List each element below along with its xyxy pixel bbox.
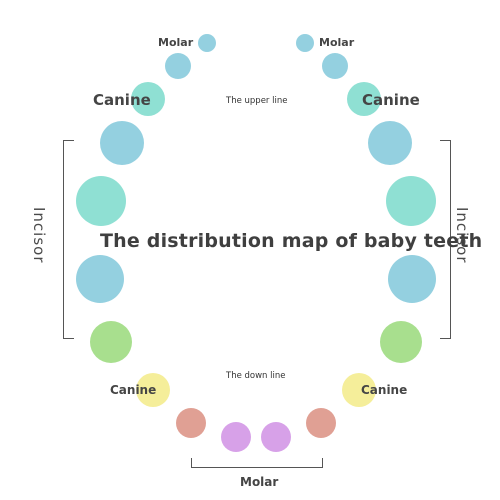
left-bracket: [63, 140, 74, 339]
canine-lower-right-label: Canine: [361, 383, 408, 397]
upper-left-molar-small-tooth: [198, 34, 216, 52]
upper-left-incisor-2-tooth: [76, 176, 126, 226]
upper-line-label: The upper line: [226, 96, 288, 106]
incisor-right-label: Incisor: [453, 207, 471, 264]
lower-right-green-tooth: [380, 321, 422, 363]
lower-right-canine-tooth: [342, 373, 376, 407]
canine-upper-right-label: Canine: [362, 91, 420, 109]
bottom-right-molar-tooth: [261, 422, 291, 452]
upper-right-incisor-3-tooth: [388, 255, 436, 303]
lower-left-molar-tooth: [176, 408, 206, 438]
canine-lower-left-label: Canine: [110, 383, 157, 397]
upper-left-incisor-3-tooth: [76, 255, 124, 303]
canine-upper-left-label: Canine: [93, 91, 151, 109]
upper-right-molar-small-tooth: [296, 34, 314, 52]
lower-left-green-tooth: [90, 321, 132, 363]
bottom-left-molar-tooth: [221, 422, 251, 452]
diagram-title: The distribution map of baby teeth: [100, 230, 483, 252]
molar-upper-right-label: Molar: [319, 36, 355, 49]
down-line-label: The down line: [226, 371, 286, 381]
upper-right-canine-tooth: [347, 82, 381, 116]
lower-right-molar-tooth: [306, 408, 336, 438]
upper-left-canine-tooth: [131, 82, 165, 116]
right-bracket: [440, 140, 451, 339]
upper-right-molar-tooth: [322, 53, 348, 79]
molar-bottom-label: Molar: [240, 475, 279, 489]
upper-left-molar-tooth: [165, 53, 191, 79]
lower-left-canine-tooth: [136, 373, 170, 407]
bottom-bracket: [191, 458, 323, 468]
upper-left-incisor-1-tooth: [100, 121, 144, 165]
upper-right-incisor-2-tooth: [386, 176, 436, 226]
upper-right-incisor-1-tooth: [368, 121, 412, 165]
incisor-left-label: Incisor: [30, 207, 48, 264]
molar-upper-left-label: Molar: [158, 36, 194, 49]
